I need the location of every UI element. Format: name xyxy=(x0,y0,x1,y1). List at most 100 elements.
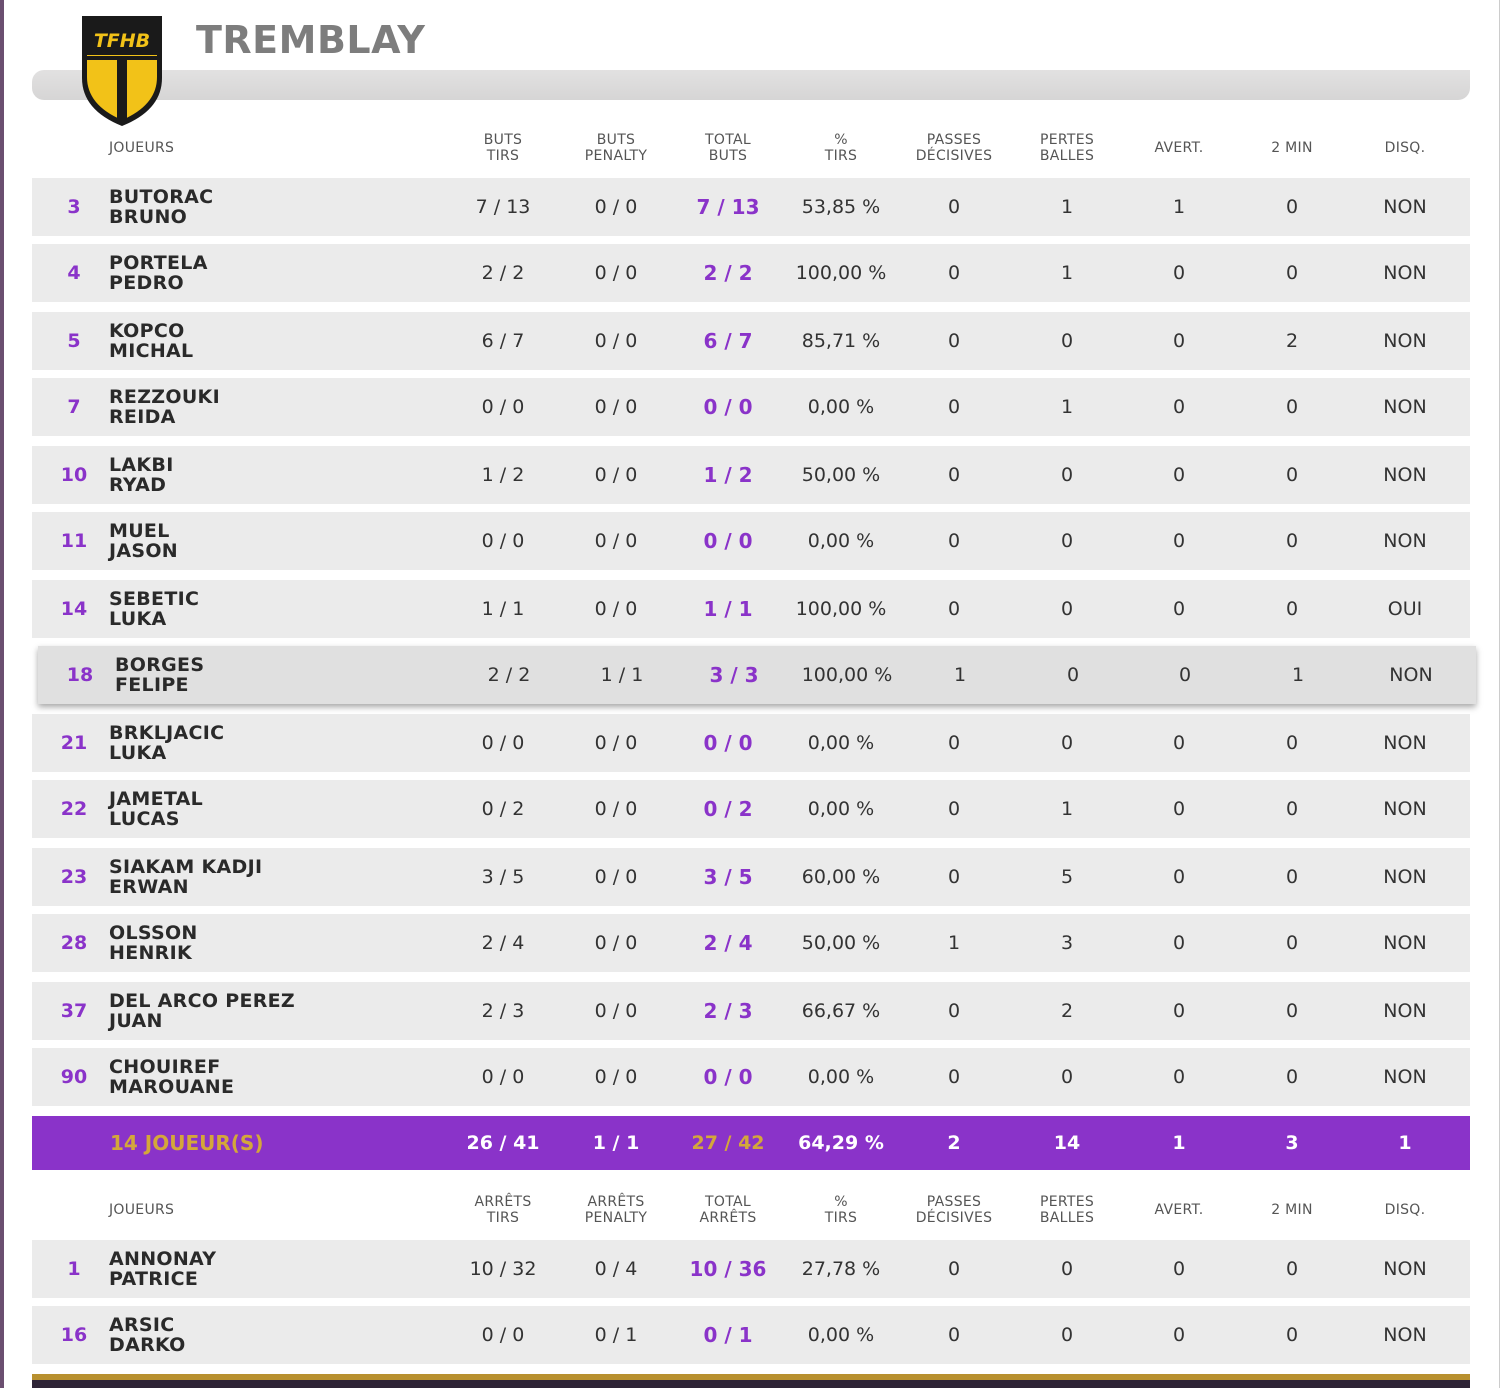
total-penalty: 1 / 1 xyxy=(592,1132,640,1154)
total-pertes: 14 xyxy=(1053,1132,1081,1154)
player-row[interactable]: 21 BRKLJACIC LUKA 0 / 0 0 / 0 0 / 0 0,00 % 0 0 0 0… xyxy=(32,714,1470,772)
stat-penalty: 0 / 0 xyxy=(594,530,638,552)
player-number: 37 xyxy=(60,1000,88,1022)
stat-tirs: 3 / 5 xyxy=(481,866,525,888)
player-row[interactable]: 22 JAMETAL LUCAS 0 / 2 0 / 0 0 / 2 0,00 % 0 1 0 0 N… xyxy=(32,780,1470,838)
player-first-name: DARKO xyxy=(109,1334,186,1356)
stat-tirs: 0 / 0 xyxy=(481,1066,525,1088)
stat-disq: NON xyxy=(1383,396,1427,418)
player-number: 21 xyxy=(60,732,88,754)
stat-pertes: 0 xyxy=(1060,1258,1074,1280)
player-row[interactable]: 5 KOPCO MICHAL 6 / 7 0 / 0 6 / 7 85,71 % 0 0 0 2 NO… xyxy=(32,312,1470,370)
stats-page: TREMBLAY TFHB JOUEURS BUTS TIRS BUTS PENALTY… xyxy=(32,0,1476,1364)
player-name[interactable]: PORTELA PEDRO xyxy=(109,253,208,293)
player-row[interactable]: 37 DEL ARCO PEREZ JUAN 2 / 3 0 / 0 2 / 3 66,67… xyxy=(32,982,1470,1040)
player-name[interactable]: MUEL JASON xyxy=(109,521,178,561)
stat-passes: 0 xyxy=(947,798,961,820)
player-first-name: MICHAL xyxy=(109,340,194,362)
player-row[interactable]: 4 PORTELA PEDRO 2 / 2 0 / 0 2 / 2 100,00 % 0 1 0 0… xyxy=(32,244,1470,302)
player-number: 14 xyxy=(60,598,88,620)
player-name[interactable]: OLSSON HENRIK xyxy=(109,923,198,963)
player-row[interactable]: 28 OLSSON HENRIK 2 / 4 0 / 0 2 / 4 50,00 % 1 3 0 0… xyxy=(32,914,1470,972)
header-tirs: ARRÊTS TIRS xyxy=(448,1194,558,1226)
stat-pct-tirs: 27,78 % xyxy=(801,1258,881,1280)
player-row[interactable]: 7 REZZOUKI REIDA 0 / 0 0 / 0 0 / 0 0,00 % 0 1 0 0 N… xyxy=(32,378,1470,436)
player-name[interactable]: SEBETIC LUKA xyxy=(109,589,199,629)
stat-pertes: 0 xyxy=(1060,464,1074,486)
stat-pct-tirs: 50,00 % xyxy=(801,932,881,954)
header-disq: DISQ. xyxy=(1350,1202,1460,1218)
header-avert: AVERT. xyxy=(1124,1202,1234,1218)
stat-tirs: 6 / 7 xyxy=(481,330,525,352)
stat-disq: NON xyxy=(1383,196,1427,218)
player-name[interactable]: BRKLJACIC LUKA xyxy=(109,723,224,763)
header-pct-tirs: % TIRS xyxy=(786,1194,896,1226)
stat-two-min: 0 xyxy=(1285,1324,1299,1346)
player-row[interactable]: 3 BUTORAC BRUNO 7 / 13 0 / 0 7 / 13 53,85 % 0 1 1… xyxy=(32,178,1470,236)
stat-passes: 0 xyxy=(947,866,961,888)
stat-two-min: 0 xyxy=(1285,464,1299,486)
header-label: DÉCISIVES xyxy=(915,148,993,164)
header-label: PASSES xyxy=(926,1194,982,1210)
stat-pertes: 0 xyxy=(1060,530,1074,552)
player-first-name: HENRIK xyxy=(109,942,193,964)
player-first-name: LUKA xyxy=(109,742,167,764)
player-row[interactable]: 10 LAKBI RYAD 1 / 2 0 / 0 1 / 2 50,00 % 0 0 0 0 NON xyxy=(32,446,1470,504)
stat-pct-tirs: 100,00 % xyxy=(795,262,887,284)
stat-pct-tirs: 100,00 % xyxy=(801,664,893,686)
player-row[interactable]: 14 SEBETIC LUKA 1 / 1 0 / 0 1 / 1 100,00 % 0 0 0 0… xyxy=(32,580,1470,638)
stat-passes: 0 xyxy=(947,396,961,418)
header-pct-tirs: % TIRS xyxy=(786,132,896,164)
stat-tirs: 0 / 2 xyxy=(481,798,525,820)
stat-pct-tirs: 0,00 % xyxy=(807,1066,875,1088)
stat-two-min: 0 xyxy=(1285,732,1299,754)
player-name[interactable]: JAMETAL LUCAS xyxy=(109,789,203,829)
stat-pct-tirs: 50,00 % xyxy=(801,464,881,486)
stat-passes: 0 xyxy=(947,1000,961,1022)
header-passes: PASSES DÉCISIVES xyxy=(899,1194,1009,1226)
player-name[interactable]: ARSIC DARKO xyxy=(109,1315,186,1355)
player-name[interactable]: BUTORAC BRUNO xyxy=(109,187,213,227)
header-label: BUTS xyxy=(596,132,636,148)
stat-total: 6 / 7 xyxy=(703,329,753,353)
stat-total: 2 / 3 xyxy=(703,999,753,1023)
player-name[interactable]: KOPCO MICHAL xyxy=(109,321,193,361)
stat-pertes: 2 xyxy=(1060,1000,1074,1022)
stat-passes: 0 xyxy=(947,1258,961,1280)
stat-penalty: 0 / 0 xyxy=(594,464,638,486)
player-name[interactable]: DEL ARCO PEREZ JUAN xyxy=(109,991,295,1031)
player-name[interactable]: LAKBI RYAD xyxy=(109,455,174,495)
player-name[interactable]: CHOUIREF MAROUANE xyxy=(109,1057,234,1097)
player-last-name: OLSSON xyxy=(109,922,198,944)
stat-passes: 0 xyxy=(947,598,961,620)
player-name[interactable]: ANNONAY PATRICE xyxy=(109,1249,216,1289)
stat-avert: 0 xyxy=(1172,866,1186,888)
player-row[interactable]: 90 CHOUIREF MAROUANE 0 / 0 0 / 0 0 / 0 0,00 % 0… xyxy=(32,1048,1470,1106)
stat-disq: OUI xyxy=(1387,598,1423,620)
player-name[interactable]: REZZOUKI REIDA xyxy=(109,387,220,427)
logo-text: TFHB xyxy=(94,30,150,52)
stat-pertes: 0 xyxy=(1066,664,1080,686)
header-label: DISQ. xyxy=(1384,140,1426,156)
stat-penalty: 0 / 0 xyxy=(594,262,638,284)
player-row[interactable]: 23 SIAKAM KADJI ERWAN 3 / 5 0 / 0 3 / 5 60,00 … xyxy=(32,848,1470,906)
player-number: 1 xyxy=(67,1258,81,1280)
header-label: 2 MIN xyxy=(1271,1202,1313,1218)
player-row[interactable]: 11 MUEL JASON 0 / 0 0 / 0 0 / 0 0,00 % 0 0 0 0 NON xyxy=(32,512,1470,570)
stat-penalty: 0 / 4 xyxy=(594,1258,638,1280)
stat-disq: NON xyxy=(1383,464,1427,486)
stat-pertes: 1 xyxy=(1060,196,1074,218)
stat-passes: 0 xyxy=(947,464,961,486)
player-name[interactable]: SIAKAM KADJI ERWAN xyxy=(109,857,262,897)
stat-avert: 0 xyxy=(1172,732,1186,754)
player-row[interactable]: 18 BORGES FELIPE 2 / 2 1 / 1 3 / 3 100,00 % 1 0 0… xyxy=(38,646,1476,704)
player-last-name: BORGES xyxy=(115,654,205,676)
player-row[interactable]: 1 ANNONAY PATRICE 10 / 32 0 / 4 10 / 36 27,78 … xyxy=(32,1240,1470,1298)
table-header: JOUEURS BUTS TIRS BUTS PENALTY TOTAL BUTS% TIRS… xyxy=(32,118,1470,178)
player-first-name: RYAD xyxy=(109,474,167,496)
stat-pertes: 0 xyxy=(1060,598,1074,620)
player-name[interactable]: BORGES FELIPE xyxy=(115,655,204,695)
header-joueurs: JOUEURS xyxy=(109,1202,175,1218)
stat-pct-tirs: 60,00 % xyxy=(801,866,881,888)
player-row[interactable]: 16 ARSIC DARKO 0 / 0 0 / 1 0 / 1 0,00 % 0 0 0 0 NON xyxy=(32,1306,1470,1364)
